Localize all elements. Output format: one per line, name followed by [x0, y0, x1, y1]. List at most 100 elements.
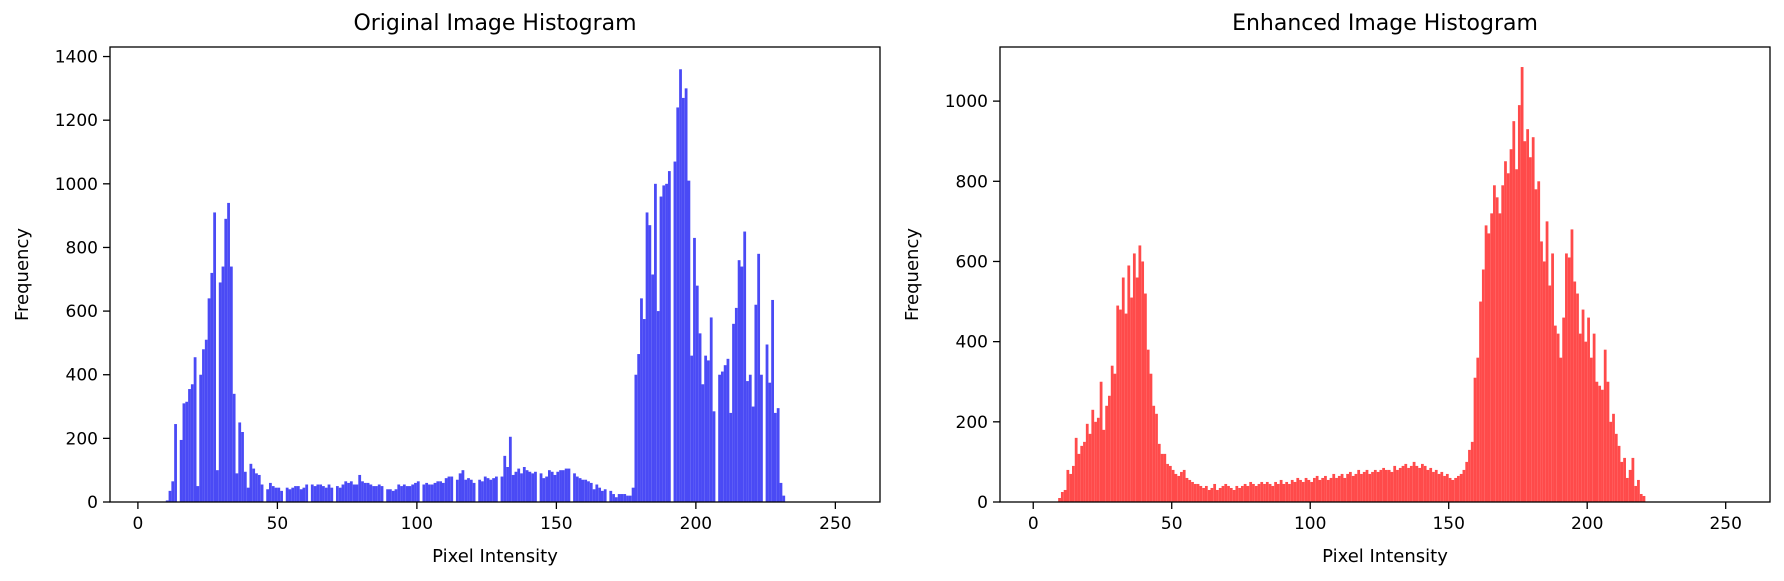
histogram-bar — [598, 487, 602, 502]
histogram-bar — [1542, 261, 1546, 502]
histogram-bar — [1606, 381, 1610, 502]
histogram-bar — [712, 411, 716, 502]
histogram-bar — [1481, 269, 1485, 502]
histogram-bar — [1315, 475, 1319, 502]
histogram-bar — [1321, 477, 1325, 502]
histogram-bar — [592, 489, 596, 502]
histogram-bar — [235, 473, 239, 502]
y-tick-label: 400 — [956, 333, 988, 353]
histogram-bar — [179, 439, 183, 502]
histogram-bar — [525, 470, 529, 502]
histogram-bar — [1553, 325, 1557, 502]
original-x-axis-label: Pixel Intensity — [432, 546, 558, 567]
x-tick-label: 100 — [401, 514, 433, 534]
histogram-bar — [528, 471, 532, 502]
histogram-bar — [659, 196, 663, 503]
histogram-bar — [1290, 479, 1294, 502]
histogram-bar — [1260, 481, 1264, 502]
histogram-bar — [1540, 241, 1543, 502]
histogram-bar — [1227, 485, 1230, 502]
histogram-bar — [1060, 491, 1064, 502]
histogram-bar — [1166, 463, 1169, 502]
histogram-bar — [564, 468, 568, 502]
histogram-bar — [324, 487, 328, 502]
histogram-bar — [1487, 233, 1491, 502]
histogram-bar — [483, 476, 487, 502]
histogram-bar — [1130, 297, 1133, 502]
histogram-bar — [1581, 309, 1585, 502]
histogram-bar — [1141, 261, 1145, 502]
histogram-bar — [500, 476, 504, 502]
original-histogram-panel: 0 50 100 150 200 250 0 200 400 600 800 1000 1200 1400… — [12, 11, 881, 567]
y-tick-label: 1000 — [945, 92, 988, 112]
histogram-bar — [1224, 483, 1228, 502]
histogram-bar — [1490, 213, 1494, 502]
histogram-bar — [634, 374, 638, 502]
histogram-bar — [1404, 463, 1408, 502]
histogram-bar — [1412, 461, 1416, 502]
histogram-bar — [1512, 121, 1516, 502]
histogram-bar — [617, 494, 621, 502]
histogram-bar — [1229, 487, 1233, 502]
histogram-bar — [1614, 433, 1618, 502]
histogram-bar — [1634, 485, 1638, 502]
histogram-bar — [1409, 465, 1413, 502]
histogram-bar — [455, 479, 459, 502]
enhanced-chart-title: Enhanced Image Histogram — [1232, 11, 1538, 36]
histogram-bar — [1504, 161, 1507, 502]
histogram-bar — [1509, 149, 1513, 502]
histogram-bar — [581, 479, 585, 502]
histogram-bar — [1470, 441, 1474, 502]
histogram-bar — [709, 317, 713, 502]
histogram-bar — [567, 468, 571, 502]
histogram-bar — [1454, 477, 1458, 502]
histogram-bar — [690, 355, 694, 502]
histogram-bar — [1637, 479, 1640, 502]
histogram-bar — [642, 319, 646, 502]
histogram-bar — [461, 470, 465, 502]
y-tick-label: 600 — [66, 302, 98, 322]
histogram-bar — [693, 237, 696, 502]
histogram-bar — [1096, 417, 1100, 502]
histogram-bar — [1562, 317, 1566, 502]
histogram-bar — [274, 487, 278, 502]
histogram-bar — [294, 486, 297, 502]
histogram-bar — [1108, 395, 1111, 502]
y-tick-label: 400 — [66, 366, 98, 386]
histogram-bar — [595, 484, 599, 502]
histogram-bar — [335, 486, 339, 502]
histogram-bar — [545, 476, 549, 502]
histogram-bar — [489, 479, 493, 502]
histogram-bar — [1199, 485, 1203, 502]
histogram-bar — [296, 486, 300, 502]
histogram-bar — [1396, 469, 1399, 502]
histogram-bar — [182, 403, 186, 502]
histogram-bar — [1639, 493, 1643, 502]
histogram-bar — [1235, 485, 1239, 502]
histogram-bar — [1343, 477, 1347, 502]
histogram-bar — [575, 476, 579, 502]
y-tick-label: 200 — [66, 429, 98, 449]
histogram-bar — [1191, 481, 1194, 502]
histogram-bar — [673, 161, 677, 503]
histogram-bar — [1418, 467, 1422, 502]
histogram-bar — [1326, 479, 1330, 502]
histogram-bar — [1265, 481, 1269, 502]
histogram-bar — [654, 183, 657, 502]
histogram-bar — [327, 484, 331, 502]
histogram-bar — [408, 486, 412, 502]
histogram-bar — [1390, 471, 1394, 502]
histogram-bar — [1415, 465, 1419, 502]
histogram-bar — [531, 473, 535, 502]
histogram-bar — [1531, 137, 1535, 502]
histogram-bar — [746, 381, 749, 502]
histogram-bar — [626, 495, 629, 502]
histogram-bar — [391, 490, 395, 502]
histogram-bar — [640, 298, 643, 502]
histogram-bar — [1182, 469, 1186, 502]
original-y-axis-label: Frequency — [12, 228, 33, 321]
histogram-bar — [1365, 469, 1369, 502]
histogram-bar — [1523, 141, 1527, 502]
histogram-bar — [190, 384, 194, 502]
histogram-bar — [1127, 265, 1131, 502]
